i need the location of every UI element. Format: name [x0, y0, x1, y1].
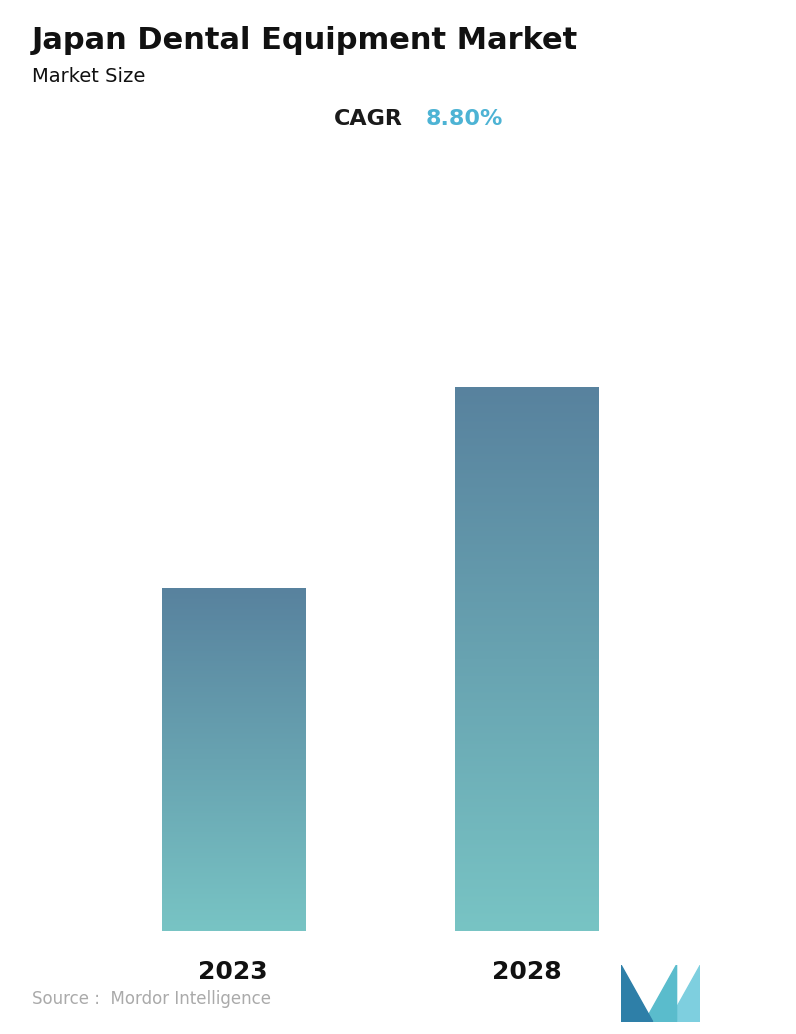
Polygon shape: [621, 965, 653, 1022]
Text: CAGR: CAGR: [334, 109, 404, 128]
Text: 2023: 2023: [198, 961, 268, 984]
Text: 8.80%: 8.80%: [426, 109, 503, 128]
Polygon shape: [645, 965, 677, 1022]
Text: Japan Dental Equipment Market: Japan Dental Equipment Market: [32, 26, 578, 55]
Text: Market Size: Market Size: [32, 67, 145, 86]
Text: 2028: 2028: [492, 961, 562, 984]
Text: Source :  Mordor Intelligence: Source : Mordor Intelligence: [32, 991, 271, 1008]
Polygon shape: [669, 965, 700, 1022]
